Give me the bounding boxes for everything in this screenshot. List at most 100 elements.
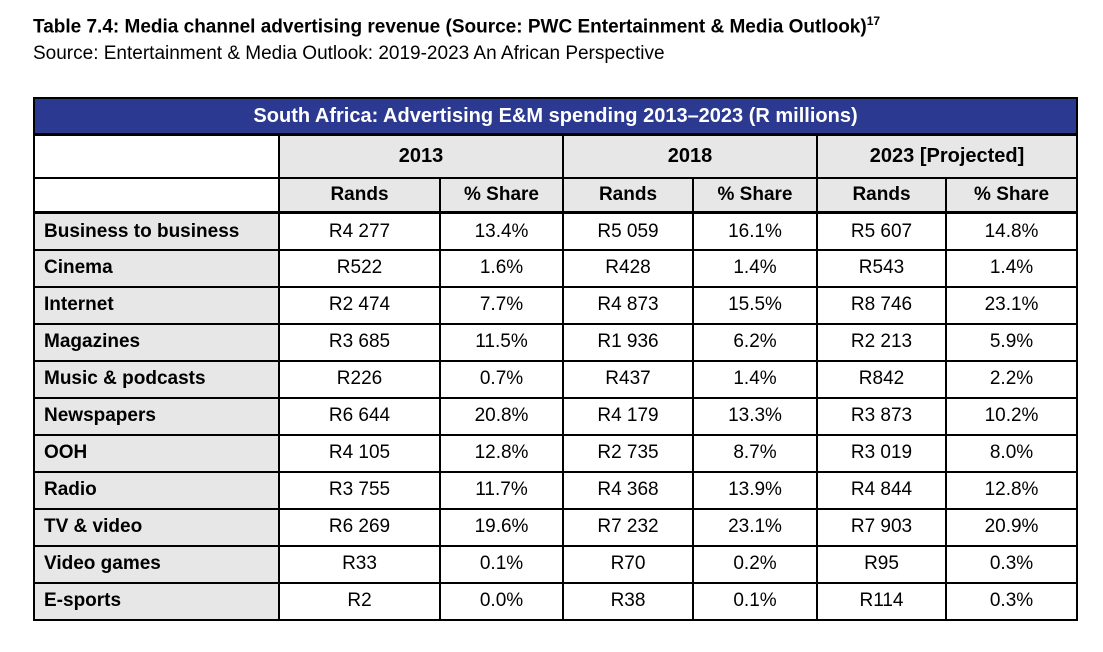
document-source-line: Source: Entertainment & Media Outlook: 2… — [33, 43, 665, 65]
cell-2018-rands: R70 — [562, 544, 694, 584]
cell-2013-share: 0.1% — [439, 544, 564, 584]
cell-2013-rands: R3 755 — [278, 470, 441, 510]
row-category-label: Music & podcasts — [33, 359, 280, 399]
cell-2018-rands: R437 — [562, 359, 694, 399]
table-title-bar: South Africa: Advertising E&M spending 2… — [32, 96, 1079, 137]
subheader-row: Rands % Share Rands % Share Rands % Shar… — [33, 176, 1079, 215]
cell-2013-rands: R2 474 — [278, 285, 441, 325]
cell-2023-rands: R95 — [816, 544, 947, 584]
cell-2018-share: 0.1% — [692, 581, 818, 621]
cell-2018-share: 6.2% — [692, 322, 818, 362]
cell-2013-share: 0.7% — [439, 359, 564, 399]
cell-2018-rands: R38 — [562, 581, 694, 621]
cell-2013-share: 7.7% — [439, 285, 564, 325]
cell-2023-rands: R7 903 — [816, 507, 947, 547]
row-category-label: Business to business — [33, 211, 280, 251]
cell-2018-rands: R4 179 — [562, 396, 694, 436]
cell-2018-share: 0.2% — [692, 544, 818, 584]
blank-header-cell — [33, 176, 280, 215]
table-row: Business to business R4 277 13.4% R5 059… — [33, 211, 1079, 251]
cell-2018-share: 15.5% — [692, 285, 818, 325]
table-row: E-sports R2 0.0% R38 0.1% R114 0.3% — [33, 581, 1079, 621]
cell-2023-share: 8.0% — [944, 433, 1079, 473]
cell-2018-share: 1.4% — [692, 359, 818, 399]
cell-2023-rands: R3 873 — [816, 396, 947, 436]
row-category-label: OOH — [33, 433, 280, 473]
row-category-label: Internet — [33, 285, 280, 325]
row-category-label: E-sports — [33, 581, 280, 621]
row-category-label: Video games — [33, 544, 280, 584]
cell-2023-rands: R8 746 — [816, 285, 947, 325]
cell-2023-share: 0.3% — [944, 544, 1079, 584]
cell-2013-share: 13.4% — [439, 211, 564, 251]
table-row: Radio R3 755 11.7% R4 368 13.9% R4 844 1… — [33, 470, 1079, 510]
cell-2013-rands: R4 277 — [278, 211, 441, 251]
cell-2013-share: 12.8% — [439, 433, 564, 473]
table-row: Music & podcasts R226 0.7% R437 1.4% R84… — [33, 359, 1079, 399]
cell-2023-share: 23.1% — [944, 285, 1079, 325]
cell-2023-rands: R5 607 — [816, 211, 947, 251]
row-category-label: TV & video — [33, 507, 280, 547]
cell-2023-rands: R2 213 — [816, 322, 947, 362]
cell-2018-rands: R5 059 — [562, 211, 694, 251]
table-row: Video games R33 0.1% R70 0.2% R95 0.3% — [33, 544, 1079, 584]
cell-2018-share: 16.1% — [692, 211, 818, 251]
table-row: Internet R2 474 7.7% R4 873 15.5% R8 746… — [33, 285, 1079, 325]
subheader-share-2013: % Share — [439, 176, 564, 215]
cell-2023-rands: R842 — [816, 359, 947, 399]
row-category-label: Cinema — [33, 248, 280, 288]
row-category-label: Newspapers — [33, 396, 280, 436]
cell-2023-share: 20.9% — [944, 507, 1079, 547]
cell-2018-rands: R428 — [562, 248, 694, 288]
cell-2018-rands: R1 936 — [562, 322, 694, 362]
table-row: Magazines R3 685 11.5% R1 936 6.2% R2 21… — [33, 322, 1079, 362]
cell-2018-rands: R2 735 — [562, 433, 694, 473]
cell-2018-share: 23.1% — [692, 507, 818, 547]
year-group-2023-projected: 2023 [Projected] — [815, 133, 1079, 179]
cell-2018-rands: R4 368 — [562, 470, 694, 510]
advertising-spending-table: South Africa: Advertising E&M spending 2… — [32, 96, 1079, 621]
subheader-share-2023: % Share — [944, 176, 1079, 215]
cell-2013-share: 19.6% — [439, 507, 564, 547]
cell-2023-rands: R543 — [816, 248, 947, 288]
cell-2023-rands: R114 — [816, 581, 947, 621]
cell-2013-share: 0.0% — [439, 581, 564, 621]
cell-2023-share: 5.9% — [944, 322, 1079, 362]
cell-2018-share: 8.7% — [692, 433, 818, 473]
cell-2023-share: 14.8% — [944, 211, 1079, 251]
footnote-reference: 17 — [866, 14, 881, 28]
cell-2023-share: 1.4% — [944, 248, 1079, 288]
subheader-rands-2018: Rands — [562, 176, 694, 215]
cell-2023-share: 12.8% — [944, 470, 1079, 510]
cell-2023-rands: R4 844 — [816, 470, 947, 510]
cell-2018-share: 13.9% — [692, 470, 818, 510]
document-title: Table 7.4: Media channel advertising rev… — [0, 0, 1103, 39]
year-header-row: 2013 2018 2023 [Projected] — [33, 133, 1079, 179]
cell-2013-share: 11.5% — [439, 322, 564, 362]
table-row: Newspapers R6 644 20.8% R4 179 13.3% R3 … — [33, 396, 1079, 436]
subheader-rands-2013: Rands — [278, 176, 441, 215]
cell-2023-share: 0.3% — [944, 581, 1079, 621]
cell-2013-rands: R2 — [278, 581, 441, 621]
table-row: TV & video R6 269 19.6% R7 232 23.1% R7 … — [33, 507, 1079, 547]
row-category-label: Magazines — [33, 322, 280, 362]
cell-2013-rands: R522 — [278, 248, 441, 288]
blank-header-cell — [33, 133, 280, 179]
table-title-row: South Africa: Advertising E&M spending 2… — [32, 96, 1079, 137]
cell-2013-rands: R3 685 — [278, 322, 441, 362]
cell-2013-share: 1.6% — [439, 248, 564, 288]
cell-2013-rands: R33 — [278, 544, 441, 584]
row-category-label: Radio — [33, 470, 280, 510]
year-group-2013: 2013 — [278, 133, 564, 179]
cell-2013-share: 11.7% — [439, 470, 564, 510]
cell-2013-rands: R4 105 — [278, 433, 441, 473]
document-title-text: Table 7.4: Media channel advertising rev… — [33, 16, 867, 38]
subheader-rands-2023: Rands — [816, 176, 947, 215]
cell-2013-share: 20.8% — [439, 396, 564, 436]
cell-2018-share: 13.3% — [692, 396, 818, 436]
cell-2018-share: 1.4% — [692, 248, 818, 288]
cell-2023-rands: R3 019 — [816, 433, 947, 473]
cell-2018-rands: R4 873 — [562, 285, 694, 325]
table-row: OOH R4 105 12.8% R2 735 8.7% R3 019 8.0% — [33, 433, 1079, 473]
